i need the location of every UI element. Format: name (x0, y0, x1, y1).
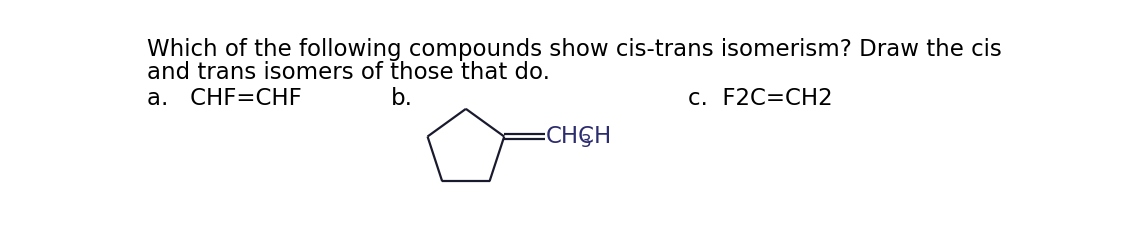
Text: Which of the following compounds show cis-trans isomerism? Draw the cis: Which of the following compounds show ci… (147, 38, 1002, 61)
Text: b.: b. (391, 87, 412, 110)
Text: c.  F2C=CH2: c. F2C=CH2 (687, 87, 832, 110)
Text: a.   CHF=CHF: a. CHF=CHF (147, 87, 301, 110)
Text: 3: 3 (581, 133, 592, 151)
Text: CHCH: CHCH (546, 125, 612, 148)
Text: and trans isomers of those that do.: and trans isomers of those that do. (147, 61, 549, 84)
